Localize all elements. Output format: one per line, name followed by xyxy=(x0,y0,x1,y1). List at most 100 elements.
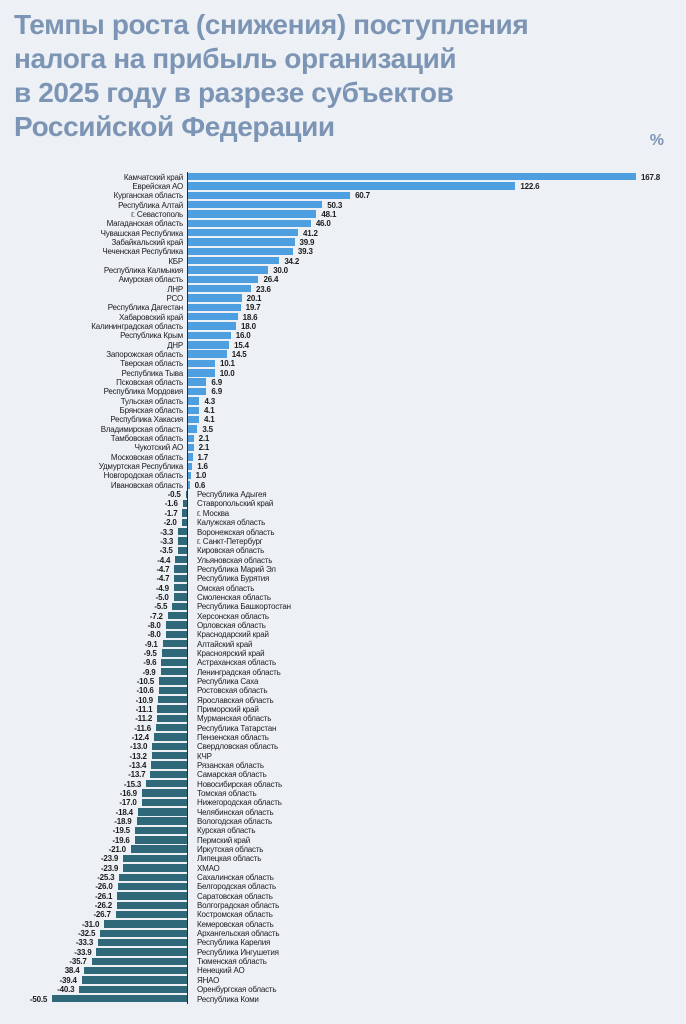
category-label: Костромская область xyxy=(197,910,273,920)
category-label: Магаданская область xyxy=(106,219,184,229)
value-label: -25.3 xyxy=(97,873,115,883)
chart-row: Ивановская область 0.6 xyxy=(0,480,686,490)
value-label: -4.4 xyxy=(157,555,171,565)
positive-bar xyxy=(188,443,194,452)
value-label: 41.2 xyxy=(303,228,318,238)
negative-bar xyxy=(174,574,187,582)
title-line-4: Российской Федерации xyxy=(14,111,335,142)
category-label: Тамбовская область xyxy=(110,434,183,444)
negative-bar xyxy=(156,724,187,732)
chart-row: Курская область -19.5 xyxy=(0,826,686,835)
chart-row: Красноярский край -9.5 xyxy=(0,648,686,658)
value-label: -18.4 xyxy=(115,807,133,817)
chart-row: Астраханская область -9.6 xyxy=(0,658,686,667)
title-line-1: Темпы роста (снижения) поступления xyxy=(14,9,529,40)
category-label: Кемеровская область xyxy=(197,919,274,929)
value-label: -10.6 xyxy=(136,686,154,696)
value-label: -1.7 xyxy=(164,508,178,518)
chart-row: Республика Мордовия 6.9 xyxy=(0,387,686,396)
category-label: Республика Мордовия xyxy=(103,387,184,397)
negative-bar xyxy=(157,696,187,704)
chart-row: Тюменская область -35.7 xyxy=(0,957,686,966)
positive-bar xyxy=(188,369,215,377)
category-label: Новосибирская область xyxy=(197,779,282,789)
category-label: Московская область xyxy=(110,452,183,462)
value-label: -13.7 xyxy=(128,770,146,780)
negative-bar xyxy=(136,817,187,825)
category-label: Брянская область xyxy=(119,406,184,416)
chart-row: Пермский край -19.6 xyxy=(0,835,686,845)
negative-bar xyxy=(141,798,187,807)
value-label: -3.3 xyxy=(160,536,174,546)
positive-bar xyxy=(188,397,200,405)
value-label: -13.2 xyxy=(129,751,147,761)
negative-bar xyxy=(134,826,187,835)
negative-bar xyxy=(123,854,187,863)
chart-row: КБР 34.2 xyxy=(0,256,686,266)
negative-bar xyxy=(81,976,187,984)
chart-row: Костромская область -26.7 xyxy=(0,910,686,919)
value-label: -26.7 xyxy=(93,910,111,920)
negative-bar xyxy=(158,686,187,695)
chart-row: г. Москва -1.7 xyxy=(0,508,686,518)
negative-bar xyxy=(152,742,187,751)
positive-bar xyxy=(188,257,280,265)
category-label: Свердловская область xyxy=(197,742,278,752)
value-label: -18.9 xyxy=(114,817,132,827)
positive-bar xyxy=(188,331,231,340)
category-label: Республика Коми xyxy=(197,994,259,1004)
value-label: 19.7 xyxy=(245,303,261,313)
category-label: Смоленская область xyxy=(197,592,271,602)
value-label: -8.0 xyxy=(147,620,161,630)
chart-row: Республика Татарстан -11.6 xyxy=(0,723,686,733)
chart-row: Калужская область -2.0 xyxy=(0,518,686,527)
value-label: 0.6 xyxy=(194,480,206,490)
category-label: Ивановская область xyxy=(110,480,183,490)
chart-row: Челябинская область -18.4 xyxy=(0,807,686,817)
category-label: Архангельская область xyxy=(197,929,280,939)
positive-bar xyxy=(188,285,251,293)
positive-bar xyxy=(188,219,311,228)
value-label: 18.6 xyxy=(242,312,258,322)
value-label: -17.0 xyxy=(119,798,137,808)
value-label: -7.2 xyxy=(149,611,163,621)
value-label: -4.9 xyxy=(155,583,169,593)
category-label: Омская область xyxy=(197,583,255,593)
percent-unit-label: % xyxy=(649,132,664,149)
value-label: 4.1 xyxy=(203,406,215,416)
positive-bar xyxy=(188,303,241,312)
negative-bar xyxy=(153,733,187,741)
value-label: -19.6 xyxy=(112,835,130,845)
value-label: -13.4 xyxy=(128,761,147,770)
negative-bar xyxy=(182,509,187,517)
category-label: Хабаровский край xyxy=(118,312,183,322)
chart-row: Чеченская Республика 39.3 xyxy=(0,247,686,256)
category-label: Республика Крым xyxy=(120,331,183,341)
category-label: Ростовская область xyxy=(197,686,268,696)
value-label: 38.4 xyxy=(64,966,80,976)
value-label: 10.1 xyxy=(219,359,235,369)
chart-row: Курганская область 60.7 xyxy=(0,191,686,200)
value-label: -12.4 xyxy=(131,732,149,742)
negative-bar xyxy=(151,761,187,769)
category-label: КБР xyxy=(168,256,183,266)
value-label: -26.1 xyxy=(95,891,113,901)
value-label: 4.3 xyxy=(204,396,215,406)
value-label: -10.5 xyxy=(136,676,154,686)
value-label: 2.1 xyxy=(198,443,210,453)
positive-bar xyxy=(188,266,269,274)
category-label: Тверская область xyxy=(120,359,183,369)
value-label: 46.0 xyxy=(315,219,331,229)
category-label: Чувашская Республика xyxy=(100,228,184,238)
category-label: Республика Калмыкия xyxy=(103,265,183,275)
chart-row: Кемеровская область -31.0 xyxy=(0,919,686,929)
chart-row: г. Санкт-Петербург -3.3 xyxy=(0,536,686,546)
value-label: -33.3 xyxy=(75,938,94,948)
category-label: Калининградская область xyxy=(91,322,183,332)
chart-row: Ростовская область -10.6 xyxy=(0,686,686,695)
chart-row: Приморский край -11.1 xyxy=(0,704,686,714)
positive-bar xyxy=(188,378,207,386)
positive-bar xyxy=(188,350,227,358)
negative-bar xyxy=(117,901,187,909)
chart-row: Архангельская область -32.5 xyxy=(0,929,686,938)
